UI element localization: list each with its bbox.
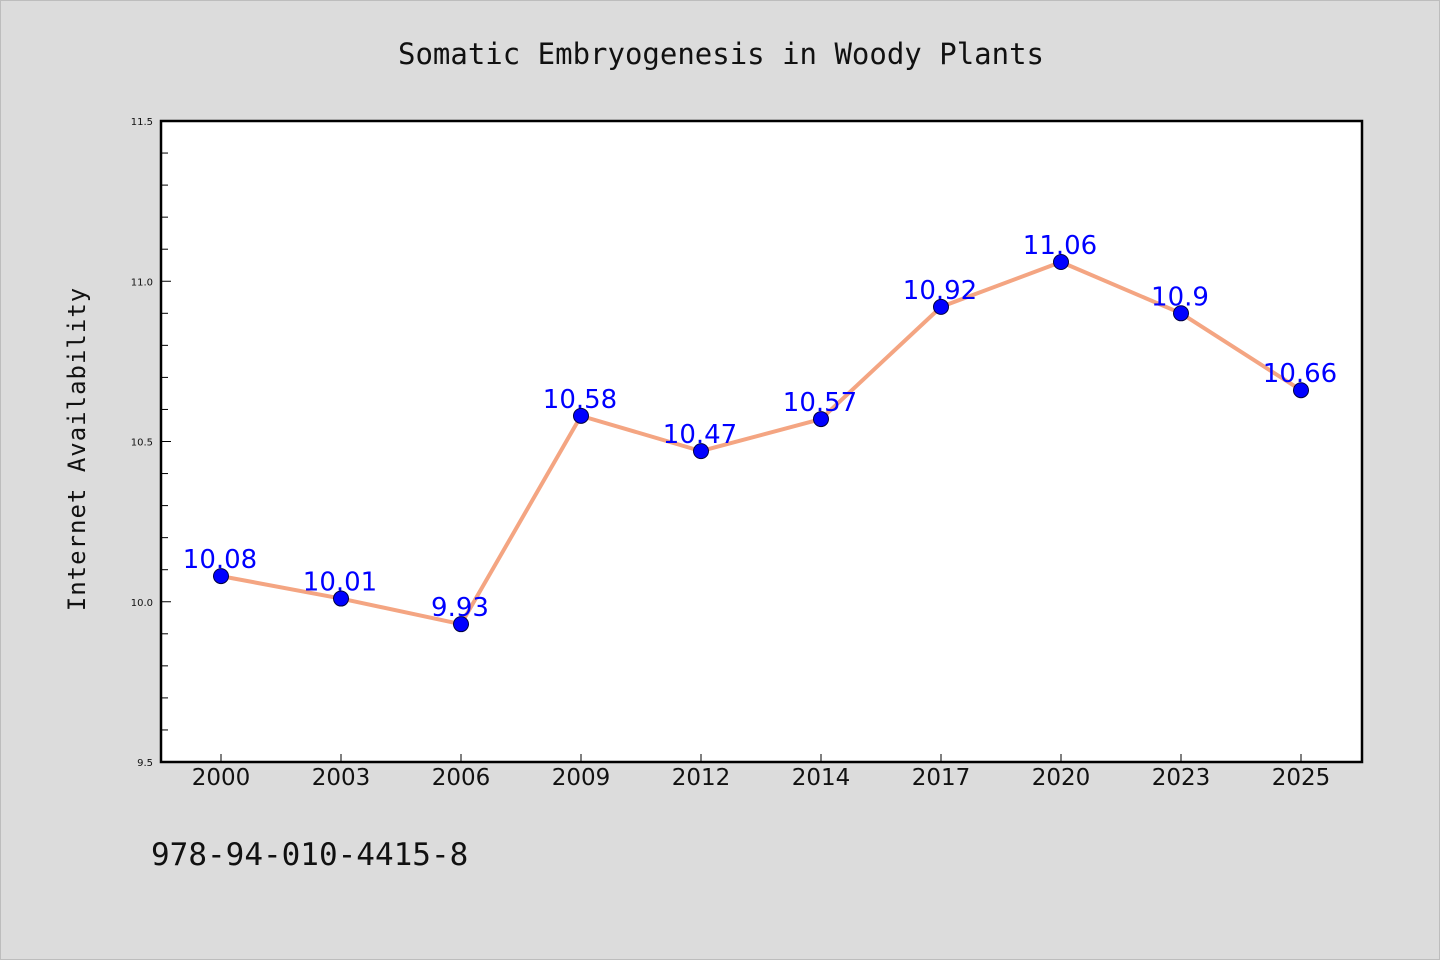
x-tick-label: 2020	[1032, 765, 1091, 791]
footnote-isbn: 978-94-010-4415-8	[151, 837, 468, 873]
y-tick-label: 11.0	[131, 277, 153, 288]
y-axis-label: Internet Availability	[63, 287, 91, 611]
data-point	[573, 407, 589, 424]
x-tick-label: 2003	[312, 765, 371, 791]
data-point	[693, 443, 709, 460]
y-tick-label: 10.0	[131, 598, 153, 609]
data-label: 10.66	[1263, 359, 1337, 389]
data-label: 10.58	[543, 385, 617, 415]
data-label: 11.06	[1023, 231, 1097, 261]
data-point	[813, 411, 829, 428]
data-point	[1053, 254, 1069, 271]
x-tick-label: 2000	[192, 765, 251, 791]
x-tick-label: 2025	[1272, 765, 1331, 791]
data-label: 9.93	[431, 593, 489, 623]
data-label: 10.92	[903, 276, 977, 306]
x-tick-label: 2012	[672, 765, 731, 791]
data-point	[1293, 382, 1309, 399]
data-label: 10.57	[783, 388, 857, 418]
y-tick-label: 10.5	[131, 438, 153, 449]
x-tick-label: 2014	[792, 765, 851, 791]
chart-title: Somatic Embryogenesis in Woody Plants	[398, 37, 1044, 71]
y-tick-label: 9.5	[137, 758, 153, 769]
series-line	[219, 260, 1303, 627]
data-label: 10.9	[1151, 282, 1209, 312]
x-tick-label: 2009	[552, 765, 611, 791]
data-label: 10.08	[183, 545, 257, 575]
x-tick-label: 2006	[432, 765, 491, 791]
data-point	[213, 568, 229, 585]
series-group: 10.08 10.01 9.93 10.58 10.47 10.57 10.92 11.06 1…	[183, 231, 1337, 633]
y-axis: 9.5 10.0 10.5 11.0 11.5	[131, 117, 171, 769]
data-point	[1173, 305, 1189, 322]
data-label: 10.01	[303, 568, 377, 598]
plot-area	[159, 119, 1364, 764]
data-point	[333, 590, 349, 607]
data-point	[453, 616, 469, 633]
y-tick-label: 11.5	[131, 117, 153, 128]
x-tick-label: 2017	[912, 765, 971, 791]
x-tick-label: 2023	[1152, 765, 1211, 791]
data-point	[933, 298, 949, 315]
x-axis: 2000 2003 2006 2009 2012 2014 2017 2020 2023 2025	[192, 754, 1331, 791]
data-label: 10.47	[663, 420, 737, 450]
